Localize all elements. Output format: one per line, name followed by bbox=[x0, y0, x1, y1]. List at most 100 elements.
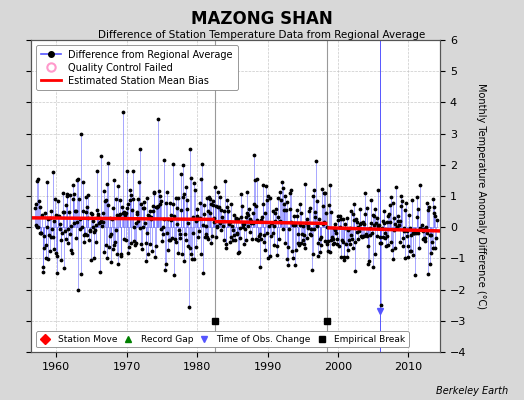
Point bbox=[236, 224, 244, 231]
Point bbox=[252, 236, 260, 242]
Point bbox=[317, 242, 325, 248]
Point bbox=[423, 271, 432, 278]
Point bbox=[163, 189, 171, 195]
Point bbox=[32, 200, 40, 207]
Point bbox=[94, 211, 103, 217]
Point bbox=[60, 209, 69, 216]
Point bbox=[176, 235, 184, 242]
Point bbox=[280, 207, 289, 214]
Point bbox=[147, 214, 155, 220]
Point bbox=[307, 226, 315, 232]
Point bbox=[41, 210, 49, 216]
Point bbox=[351, 239, 359, 246]
Point bbox=[67, 223, 75, 229]
Point bbox=[319, 202, 327, 209]
Point bbox=[85, 236, 93, 243]
Point bbox=[110, 177, 118, 183]
Point bbox=[257, 236, 265, 242]
Point bbox=[401, 207, 409, 213]
Point bbox=[388, 256, 397, 262]
Point bbox=[45, 256, 53, 262]
Point bbox=[96, 216, 105, 222]
Point bbox=[272, 243, 281, 250]
Point bbox=[383, 233, 391, 240]
Point bbox=[287, 219, 295, 225]
Point bbox=[206, 201, 215, 208]
Point bbox=[225, 220, 233, 227]
Point bbox=[304, 225, 313, 231]
Point bbox=[108, 216, 116, 222]
Point bbox=[231, 215, 239, 222]
Point bbox=[58, 230, 66, 236]
Point bbox=[71, 208, 79, 214]
Point bbox=[111, 226, 119, 233]
Point bbox=[35, 198, 43, 204]
Point bbox=[135, 179, 143, 186]
Point bbox=[390, 226, 398, 233]
Point bbox=[248, 236, 256, 242]
Point bbox=[278, 178, 286, 185]
Point bbox=[430, 204, 439, 210]
Point bbox=[273, 251, 281, 258]
Point bbox=[141, 240, 150, 247]
Point bbox=[146, 208, 154, 214]
Point bbox=[224, 208, 233, 214]
Point bbox=[55, 213, 63, 220]
Point bbox=[82, 209, 90, 216]
Point bbox=[343, 254, 352, 260]
Text: Difference of Station Temperature Data from Regional Average: Difference of Station Temperature Data f… bbox=[99, 30, 425, 40]
Point bbox=[161, 200, 170, 206]
Point bbox=[305, 205, 314, 211]
Point bbox=[130, 238, 138, 244]
Point bbox=[325, 182, 334, 188]
Point bbox=[61, 236, 70, 242]
Point bbox=[77, 270, 85, 277]
Point bbox=[329, 236, 337, 242]
Point bbox=[145, 213, 153, 220]
Point bbox=[80, 232, 88, 238]
Point bbox=[76, 226, 84, 232]
Point bbox=[411, 226, 420, 233]
Point bbox=[399, 228, 408, 234]
Point bbox=[266, 252, 275, 259]
Point bbox=[354, 236, 362, 242]
Point bbox=[339, 239, 347, 245]
Point bbox=[374, 186, 382, 193]
Point bbox=[281, 240, 290, 246]
Point bbox=[379, 217, 387, 224]
Point bbox=[170, 272, 178, 278]
Point bbox=[131, 241, 139, 248]
Point bbox=[89, 224, 97, 230]
Point bbox=[271, 218, 279, 224]
Point bbox=[230, 232, 238, 238]
Point bbox=[177, 207, 185, 214]
Point bbox=[401, 255, 410, 261]
Point bbox=[219, 223, 227, 229]
Point bbox=[100, 188, 108, 194]
Point bbox=[197, 250, 205, 257]
Point bbox=[327, 237, 335, 243]
Point bbox=[38, 211, 46, 218]
Point bbox=[368, 229, 376, 236]
Point bbox=[40, 233, 48, 239]
Point bbox=[408, 230, 417, 236]
Point bbox=[358, 234, 366, 240]
Point bbox=[218, 214, 226, 220]
Point bbox=[234, 216, 242, 222]
Point bbox=[258, 182, 267, 189]
Point bbox=[259, 201, 267, 207]
Point bbox=[431, 245, 440, 251]
Point bbox=[233, 230, 242, 236]
Point bbox=[52, 212, 60, 219]
Point bbox=[117, 253, 126, 259]
Point bbox=[51, 196, 59, 202]
Point bbox=[276, 218, 285, 224]
Point bbox=[156, 192, 164, 199]
Point bbox=[398, 198, 406, 205]
Point bbox=[326, 209, 335, 215]
Point bbox=[274, 214, 282, 220]
Point bbox=[262, 183, 270, 190]
Point bbox=[244, 212, 253, 218]
Point bbox=[261, 247, 270, 254]
Point bbox=[126, 187, 135, 194]
